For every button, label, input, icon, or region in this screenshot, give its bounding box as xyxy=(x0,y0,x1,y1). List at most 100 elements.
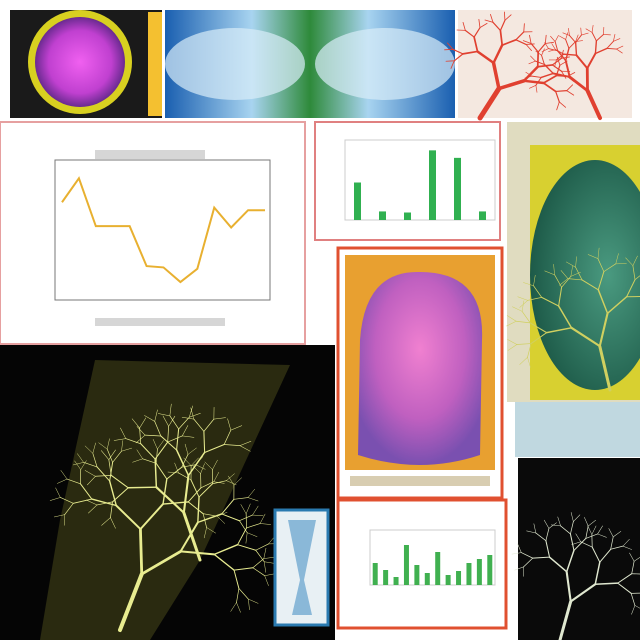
vein xyxy=(541,54,545,65)
vein xyxy=(524,75,533,79)
red-vein-photo xyxy=(458,10,632,118)
vein xyxy=(223,429,232,445)
vein xyxy=(136,449,143,460)
vein xyxy=(259,513,266,524)
leaf-half xyxy=(165,28,305,100)
vein xyxy=(95,474,112,477)
vein xyxy=(550,35,556,42)
vein xyxy=(569,533,575,551)
vein xyxy=(552,72,571,78)
vein xyxy=(598,312,609,348)
vein xyxy=(110,474,129,489)
vein xyxy=(92,442,96,454)
vein xyxy=(568,28,570,36)
vein xyxy=(551,57,562,66)
vein xyxy=(521,300,525,312)
vein xyxy=(115,504,142,531)
vein xyxy=(182,474,190,514)
vein xyxy=(575,54,589,70)
vein xyxy=(530,332,548,345)
vein xyxy=(492,43,504,65)
vein xyxy=(617,582,632,594)
vein xyxy=(558,101,567,108)
vein xyxy=(154,458,158,488)
vein xyxy=(525,43,532,52)
vein xyxy=(615,253,619,265)
vein xyxy=(190,479,200,498)
vein xyxy=(515,39,527,46)
vein xyxy=(541,296,560,307)
vein xyxy=(523,557,534,568)
vein xyxy=(544,34,547,44)
vein xyxy=(522,40,532,44)
vein xyxy=(154,409,158,422)
white-veins xyxy=(511,512,640,640)
vein xyxy=(594,47,608,55)
bar xyxy=(454,157,461,220)
vein xyxy=(503,11,506,21)
vein xyxy=(613,38,621,42)
vein xyxy=(555,53,565,61)
vein xyxy=(491,61,501,91)
vein xyxy=(462,21,466,31)
vein xyxy=(569,583,597,603)
vein xyxy=(594,582,619,585)
vein xyxy=(221,498,235,515)
vein xyxy=(101,517,111,526)
leaf-half xyxy=(315,28,455,100)
vein xyxy=(167,471,179,474)
vein xyxy=(248,598,250,610)
vein xyxy=(213,417,226,420)
vein xyxy=(543,63,554,75)
vein xyxy=(237,544,257,551)
vein xyxy=(527,343,532,358)
vein xyxy=(617,573,633,584)
vein xyxy=(560,525,571,535)
vein xyxy=(233,477,242,486)
bar xyxy=(383,570,389,585)
vein xyxy=(548,522,557,529)
vein xyxy=(109,461,114,482)
vein xyxy=(560,49,564,59)
vein xyxy=(169,403,172,417)
vein xyxy=(118,572,144,632)
vein xyxy=(629,552,635,562)
vein xyxy=(512,306,523,312)
plot-frame xyxy=(369,529,496,586)
vein xyxy=(570,271,581,277)
vein xyxy=(530,55,536,62)
vein xyxy=(203,527,207,539)
vein xyxy=(529,322,548,334)
vein xyxy=(226,480,237,486)
vein xyxy=(511,552,522,555)
vein xyxy=(580,27,582,36)
vein xyxy=(575,34,579,42)
plot-frame xyxy=(344,139,496,221)
vein xyxy=(558,286,563,307)
vein xyxy=(559,278,569,286)
vein xyxy=(556,101,560,111)
vein xyxy=(60,470,68,480)
vein xyxy=(506,321,517,327)
vein xyxy=(525,71,533,77)
small-photos xyxy=(515,402,640,457)
vein xyxy=(526,530,537,534)
vein xyxy=(554,41,559,52)
vein xyxy=(595,33,604,42)
vein xyxy=(239,520,248,534)
vein xyxy=(522,79,545,85)
bar xyxy=(354,182,361,220)
vein xyxy=(245,503,251,514)
vein xyxy=(53,514,65,518)
vein xyxy=(507,344,518,351)
vein xyxy=(204,461,213,470)
vein xyxy=(529,34,532,44)
vein xyxy=(450,60,455,69)
vein xyxy=(520,552,534,559)
vein xyxy=(591,546,601,563)
vein xyxy=(633,556,640,562)
vein xyxy=(585,28,593,33)
vein xyxy=(227,418,232,431)
vein xyxy=(492,21,502,32)
